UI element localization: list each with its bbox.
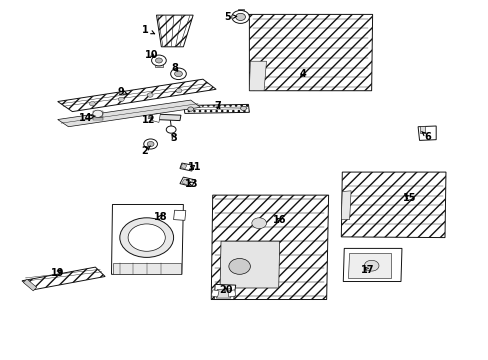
Text: 18: 18	[153, 212, 167, 222]
Polygon shape	[237, 9, 243, 13]
Text: 2: 2	[141, 146, 150, 156]
Polygon shape	[417, 126, 435, 140]
Text: 15: 15	[402, 193, 416, 203]
Polygon shape	[93, 116, 102, 117]
Text: 7: 7	[214, 101, 221, 111]
Polygon shape	[58, 79, 216, 112]
Polygon shape	[183, 104, 249, 113]
Circle shape	[118, 97, 124, 102]
Circle shape	[174, 71, 182, 77]
Polygon shape	[347, 253, 390, 278]
Polygon shape	[182, 179, 190, 185]
Polygon shape	[180, 163, 194, 171]
Polygon shape	[155, 114, 181, 121]
Text: 8: 8	[171, 63, 178, 73]
Circle shape	[93, 110, 102, 117]
Text: 1: 1	[142, 24, 154, 35]
Circle shape	[128, 224, 165, 251]
Polygon shape	[419, 126, 425, 133]
Text: 6: 6	[421, 131, 430, 142]
Text: 16: 16	[272, 215, 286, 225]
Circle shape	[147, 93, 153, 97]
Polygon shape	[156, 15, 193, 47]
Circle shape	[147, 141, 154, 147]
Polygon shape	[249, 14, 372, 91]
Polygon shape	[152, 113, 160, 122]
Polygon shape	[154, 63, 163, 67]
Text: 9: 9	[118, 87, 127, 97]
Polygon shape	[211, 195, 328, 300]
Polygon shape	[22, 267, 105, 290]
Text: 12: 12	[142, 114, 156, 125]
Polygon shape	[211, 290, 219, 297]
Polygon shape	[214, 284, 235, 300]
Polygon shape	[341, 172, 445, 238]
Circle shape	[231, 10, 249, 23]
Polygon shape	[220, 241, 279, 288]
Circle shape	[228, 258, 250, 274]
Circle shape	[155, 58, 162, 63]
Text: 3: 3	[170, 132, 177, 143]
Circle shape	[166, 126, 176, 133]
Text: 20: 20	[219, 285, 232, 295]
Polygon shape	[58, 100, 200, 127]
Text: 11: 11	[187, 162, 201, 172]
Polygon shape	[93, 113, 102, 115]
Text: 13: 13	[184, 179, 198, 189]
Polygon shape	[111, 204, 183, 274]
Text: 10: 10	[144, 50, 158, 60]
Polygon shape	[168, 116, 173, 120]
Polygon shape	[249, 61, 266, 91]
Text: 17: 17	[360, 265, 374, 275]
Circle shape	[364, 260, 378, 271]
Circle shape	[176, 89, 182, 93]
Circle shape	[170, 68, 186, 80]
Circle shape	[187, 107, 193, 111]
Text: 5: 5	[224, 12, 236, 22]
Text: 19: 19	[51, 268, 64, 278]
Polygon shape	[93, 118, 102, 120]
Circle shape	[235, 13, 245, 21]
Polygon shape	[216, 289, 230, 298]
Circle shape	[120, 218, 173, 257]
Text: 14: 14	[79, 113, 95, 123]
Polygon shape	[227, 290, 235, 297]
Circle shape	[251, 218, 266, 229]
Text: 4: 4	[299, 69, 306, 79]
Polygon shape	[173, 210, 185, 220]
Polygon shape	[23, 279, 37, 291]
Circle shape	[143, 139, 157, 149]
Circle shape	[89, 102, 95, 106]
Circle shape	[240, 106, 246, 111]
Polygon shape	[113, 263, 181, 274]
Polygon shape	[343, 248, 401, 282]
Circle shape	[151, 55, 166, 66]
Polygon shape	[181, 163, 186, 169]
Polygon shape	[341, 191, 350, 220]
Polygon shape	[180, 177, 195, 186]
Polygon shape	[93, 111, 102, 113]
